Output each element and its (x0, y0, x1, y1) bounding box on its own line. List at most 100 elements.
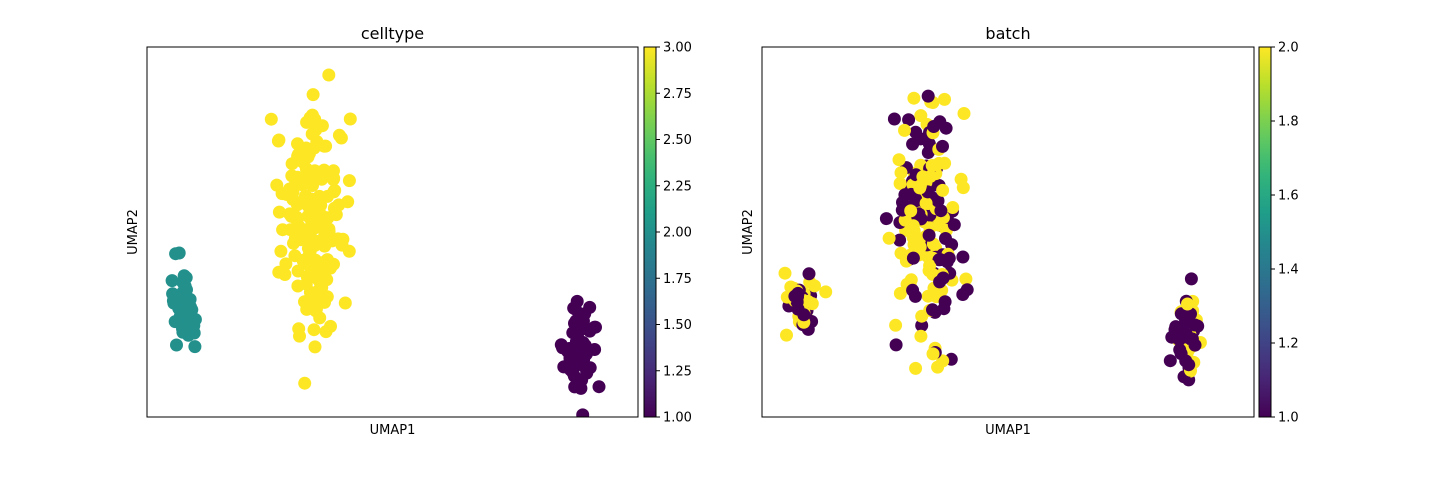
scatter-point (894, 166, 908, 180)
scatter-point (1188, 318, 1202, 332)
scatter-point (170, 338, 183, 352)
scatter-point (933, 275, 947, 289)
scatter-point (272, 205, 286, 219)
scatter-point (184, 300, 197, 314)
scatter-point (289, 210, 303, 224)
scatter-point (908, 289, 922, 303)
scatter-point (327, 185, 341, 199)
scatter-point (578, 360, 591, 374)
scatter-point (166, 287, 180, 301)
scatter-point (879, 212, 893, 226)
scatter-point (956, 250, 970, 264)
colorbar-tick-label: 1.00 (663, 411, 692, 426)
scatter-point (563, 350, 577, 364)
scatter-point (291, 264, 305, 278)
scatter-point (914, 329, 928, 343)
scatter-point (954, 172, 968, 186)
scatter-point (909, 125, 923, 139)
scatter-point (322, 68, 336, 82)
scatter-point (919, 196, 933, 210)
scatter-point (893, 286, 907, 300)
scatter-point (1168, 323, 1182, 337)
scatter-point (301, 294, 315, 308)
colorbar-tick-label: 1.25 (663, 364, 692, 379)
scatter-point (957, 107, 971, 120)
scatter-point (309, 304, 323, 318)
colorbar-tick-label: 1.50 (663, 318, 692, 333)
scatter-point (557, 360, 571, 374)
scatter-point (334, 131, 348, 145)
scatter-point (938, 92, 951, 106)
scatter-point (297, 430, 310, 443)
scatter-point (936, 183, 950, 197)
scatter-point (182, 312, 196, 326)
scatter-point (802, 267, 816, 281)
scatter-point (926, 303, 939, 317)
scatter-point (165, 274, 179, 288)
scatter-point (889, 318, 903, 332)
scatter-point (898, 123, 911, 137)
scatter-point (959, 272, 973, 286)
scatter-point (931, 360, 945, 374)
scatter-point (286, 185, 300, 199)
scatter-point (296, 253, 310, 267)
scatter-point (780, 328, 793, 342)
scatter-point (264, 112, 278, 126)
scatter-point (272, 133, 286, 147)
scatter-point (274, 244, 288, 258)
panel-1: batch UMAP1 UMAP2 1.0 1.2 1.4 1.6 1.8 2.0 (741, 24, 1299, 438)
scatter-point (309, 123, 323, 137)
y-axis-label: UMAP2 (741, 209, 756, 255)
scatter-points (165, 68, 606, 443)
scatter-point (819, 285, 833, 299)
scatter-point (576, 313, 590, 327)
scatter-point (566, 326, 580, 340)
scatter-point (318, 295, 331, 309)
scatter-point (592, 380, 606, 394)
scatter-point (308, 340, 322, 354)
scatter-point (788, 289, 802, 303)
x-axis-label: UMAP1 (985, 423, 1031, 438)
scatter-point (576, 408, 590, 417)
scatter-point (797, 308, 811, 322)
scatter-point (887, 112, 901, 126)
colorbar-tick-label: 2.50 (663, 133, 692, 148)
scatter-point (915, 319, 929, 332)
colorbar (643, 46, 657, 418)
scatter-point (925, 159, 939, 172)
scatter-point (343, 112, 357, 126)
scatter-point (909, 361, 923, 375)
scatter-point (912, 233, 926, 247)
scatter-point (938, 295, 952, 309)
scatter-point (270, 178, 284, 192)
scatter-point (889, 338, 903, 352)
y-axis-label: UMAP2 (126, 209, 141, 255)
scatter-point (906, 137, 920, 151)
scatter-point (960, 283, 974, 297)
colorbar-tick-label: 2.25 (663, 179, 692, 194)
scatter-point (291, 279, 305, 293)
scatter-point (298, 190, 312, 204)
scatter-point (1181, 297, 1194, 311)
scatter-point (1179, 313, 1192, 327)
scatter-point (306, 88, 320, 102)
scatter-point (909, 194, 923, 208)
scatter-point (907, 91, 921, 105)
scatter-point (178, 279, 192, 293)
scatter-point (902, 113, 916, 127)
scatter-points (778, 89, 1207, 387)
scatter-point (932, 218, 946, 232)
scatter-point (934, 204, 948, 218)
colorbar-tick-label: 1.6 (1278, 189, 1299, 204)
scatter-point (308, 112, 322, 126)
colorbar-tick-label: 1.4 (1278, 263, 1299, 278)
scatter-point (318, 259, 332, 273)
colorbar-tick-label: 1.8 (1278, 115, 1299, 130)
scatter-point (923, 259, 937, 273)
scatter-point (319, 325, 333, 339)
scatter-point (298, 376, 312, 390)
scatter-point (169, 247, 183, 261)
scatter-point (1184, 272, 1198, 286)
scatter-point (287, 236, 300, 250)
scatter-point (921, 146, 935, 159)
